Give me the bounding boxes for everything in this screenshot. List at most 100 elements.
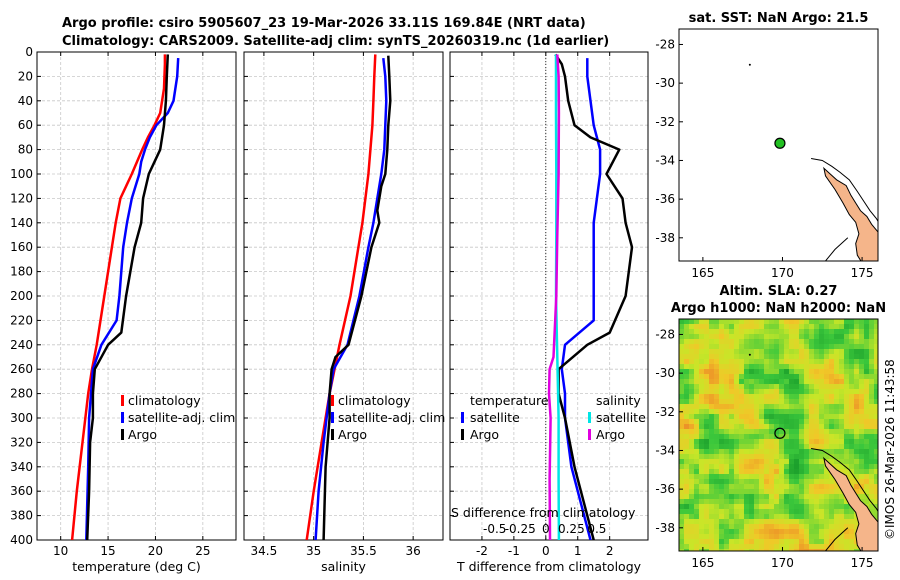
sla-cell (794, 539, 800, 545)
sla-cell (699, 499, 705, 505)
sla-cell (739, 354, 745, 360)
sla-cell (774, 319, 780, 325)
legend-swatch (121, 395, 124, 406)
sla-cell (839, 339, 845, 345)
sla-cell (814, 544, 820, 550)
sla-cell (824, 509, 830, 515)
sla-cell (809, 499, 815, 505)
sla-cell (764, 509, 770, 515)
sla-cell (744, 524, 750, 530)
sla-cell (679, 479, 685, 485)
sla-cell (784, 449, 790, 455)
sla-cell (679, 509, 685, 515)
sla-cell (704, 394, 710, 400)
sla-cell (829, 489, 835, 495)
sla-cell (774, 549, 780, 551)
sla-cell (784, 409, 790, 415)
sla-cell (734, 489, 740, 495)
sla-cell (744, 414, 750, 420)
sla-cell (774, 364, 780, 370)
sla-cell (789, 374, 795, 380)
sla-cell (769, 319, 775, 325)
sla-cell (854, 384, 860, 390)
sla-cell (804, 459, 810, 465)
sla-cell (729, 339, 735, 345)
sla-cell (854, 409, 860, 415)
sla-cell (749, 424, 755, 430)
sla-cell (809, 324, 815, 330)
sla-cell (779, 324, 785, 330)
sla-cell (824, 444, 830, 450)
sla-cell (759, 434, 765, 440)
sla-cell (774, 519, 780, 525)
sla-cell (849, 409, 855, 415)
sla-cell (734, 519, 740, 525)
y-tick-label: -28 (655, 37, 675, 51)
x-tick-label: 10 (53, 544, 68, 558)
sla-cell (844, 509, 850, 515)
sla-cell (689, 549, 695, 551)
sla-cell (784, 454, 790, 460)
sla-cell (874, 489, 878, 495)
sla-cell (684, 319, 690, 325)
sla-cell (829, 319, 835, 325)
sla-cell (799, 544, 805, 550)
sla-cell (819, 399, 825, 405)
sla-cell (744, 489, 750, 495)
sla-cell (829, 399, 835, 405)
x-tick-label: -2 (476, 544, 488, 558)
sla-cell (854, 374, 860, 380)
sla-cell (814, 484, 820, 490)
sla-cell (719, 474, 725, 480)
sla-cell (704, 524, 710, 530)
sla-cell (739, 504, 745, 510)
sla-cell (704, 444, 710, 450)
sla-cell (744, 454, 750, 460)
sla-cell (824, 489, 830, 495)
sla-cell (714, 434, 720, 440)
sla-cell (794, 459, 800, 465)
sla-cell (864, 344, 870, 350)
sla-cell (729, 514, 735, 520)
sla-cell (694, 394, 700, 400)
sla-cell (799, 479, 805, 485)
sla-cell (724, 464, 730, 470)
sla-cell (699, 324, 705, 330)
sla-cell (809, 354, 815, 360)
sla-cell (684, 459, 690, 465)
sla-cell (804, 439, 810, 445)
sla-cell (704, 519, 710, 525)
sla-cell (764, 319, 770, 325)
sla-cell (789, 319, 795, 325)
sla-cell (734, 429, 740, 435)
y-tick-label: 260 (10, 362, 33, 376)
sla-cell (734, 334, 740, 340)
sla-cell (684, 519, 690, 525)
sla-cell (789, 339, 795, 345)
sla-cell (799, 489, 805, 495)
sla-cell (709, 339, 715, 345)
sla-cell (834, 434, 840, 440)
sla-cell (834, 504, 840, 510)
sla-cell (744, 424, 750, 430)
sla-cell (829, 404, 835, 410)
sla-cell (789, 444, 795, 450)
sla-cell (724, 394, 730, 400)
sla-cell (859, 494, 865, 500)
sla-cell (854, 429, 860, 435)
sla-cell (784, 374, 790, 380)
sla-cell (814, 319, 820, 325)
sla-cell (779, 414, 785, 420)
map-content (679, 29, 878, 261)
sla-cell (754, 459, 760, 465)
sla-cell (849, 349, 855, 355)
sla-cell (719, 384, 725, 390)
sla-cell (824, 524, 830, 530)
sla-cell (759, 514, 765, 520)
sla-cell (679, 474, 685, 480)
sla-cell (774, 449, 780, 455)
sla-cell (784, 424, 790, 430)
sla-cell (714, 514, 720, 520)
sla-cell (854, 319, 860, 325)
sla-cell (719, 369, 725, 375)
